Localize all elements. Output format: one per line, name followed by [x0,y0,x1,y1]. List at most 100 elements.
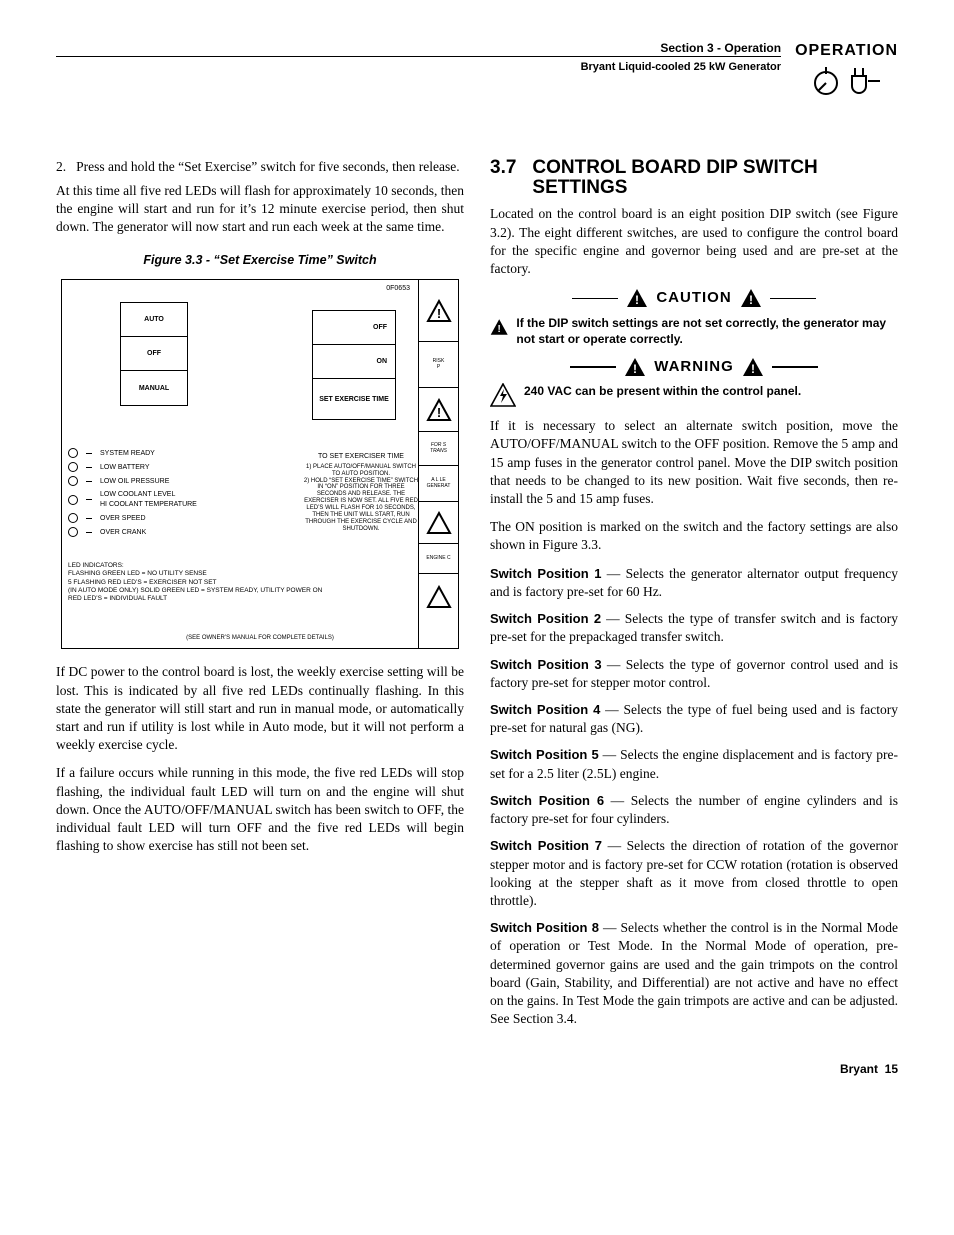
page-footer: Bryant 15 [56,1061,898,1077]
warning-text: 240 VAC can be present within the contro… [524,383,801,399]
control-panel-figure: 0F0653 AUTO OFF MANUAL OFF ON SET EXERCI… [61,279,459,649]
panel-part-number: 0F0653 [386,284,410,293]
page-header: Section 3 - Operation Bryant Liquid-cool… [56,40,898,98]
warning-triangle-icon: ! [626,288,648,308]
warning-bar: ! WARNING ! [490,357,898,377]
panel-right-strip: ! RISK P ! FOR S TRANS A L LE GENERAT EN… [418,280,458,648]
switch-box-2: OFF ON SET EXERCISE TIME [312,310,396,420]
two-column-body: 2. Press and hold the “Set Exercise” swi… [56,158,898,1038]
switch-on: ON [313,345,395,379]
svg-text:!: ! [436,306,440,321]
warning-line [570,366,616,367]
auto-off-manual-switch: AUTO OFF MANUAL [120,302,188,406]
led-circle-icon [68,476,78,486]
warning-triangle-icon: ! [490,315,508,339]
switch-pos-3: Switch Position 3 — Selects the type of … [490,656,898,692]
on-position-para: The ON position is marked on the switch … [490,518,898,554]
switch-auto: AUTO [121,303,187,337]
left-para-3: If a failure occurs while running in thi… [56,764,464,855]
led-ind-title: LED INDICATORS: [68,562,322,570]
left-para-1: At this time all five red LEDs will flas… [56,182,464,237]
switch-off-2: OFF [313,311,395,345]
owners-manual-note: (SEE OWNER’S MANUAL FOR COMPLETE DETAILS… [62,634,458,642]
caution-bar: ! CAUTION ! [490,288,898,308]
svg-text:!: ! [498,323,501,334]
led-circle-icon [68,462,78,472]
step-2: 2. Press and hold the “Set Exercise” swi… [56,158,464,176]
intro-para: Located on the control board is an eight… [490,205,898,278]
header-subtitle: Bryant Liquid-cooled 25 kW Generator [56,60,781,75]
led-circle-icon [68,448,78,458]
panel-right-box-6: ENGINE C [419,544,458,574]
switch-pos-5: Switch Position 5 — Selects the engine d… [490,746,898,782]
led-ind-lines: FLASHING GREEN LED = NO UTILITY SENSE 5 … [68,570,322,603]
led-indicators-block: LED INDICATORS: FLASHING GREEN LED = NO … [68,562,322,603]
led-over-speed: OVER SPEED [68,513,197,523]
warning-word: WARNING [654,357,734,377]
warning-triangle-icon: ! [426,398,452,422]
caution-row: ! If the DIP switch settings are not set… [490,315,898,347]
switch-pos-7: Switch Position 7 — Selects the directio… [490,837,898,910]
svg-text:!: ! [633,362,637,376]
warning-triangle-icon [426,585,452,609]
switch-pos-8: Switch Position 8 — Selects whether the … [490,919,898,1028]
switch-pos-6: Switch Position 6 — Selects the number o… [490,792,898,828]
led-coolant-split: LOW COOLANT LEVELHI COOLANT TEMPERATURE [68,490,197,509]
footer-brand: Bryant [840,1062,878,1076]
panel-right-box-5 [419,502,458,544]
panel-right-box-3: FOR S TRANS [419,432,458,466]
svg-text:!: ! [635,293,639,307]
operation-label: OPERATION [795,40,898,62]
warning-triangle-icon: ! [740,288,762,308]
left-column: 2. Press and hold the “Set Exercise” swi… [56,158,464,1038]
step-2-text: Press and hold the “Set Exercise” switch… [76,158,460,176]
caution-text: If the DIP switch settings are not set c… [516,315,898,347]
header-text-block: Section 3 - Operation Bryant Liquid-cool… [56,40,781,75]
led-circle-icon [68,527,78,537]
warning-triangle-icon [426,511,452,535]
shock-triangle-icon [490,383,516,407]
switch-set-exercise: SET EXERCISE TIME [313,379,395,419]
panel-right-box-4: A L LE GENERAT [419,466,458,502]
exerciser-title: TO SET EXERCISER TIME [302,452,420,461]
caution-word: CAUTION [656,288,731,308]
header-rule [56,56,781,57]
exercise-time-switch: OFF ON SET EXERCISE TIME [312,310,396,420]
operation-block: OPERATION [795,40,898,98]
svg-text:!: ! [749,293,753,307]
gauge-plug-icon [808,64,886,98]
caution-line [770,298,816,299]
left-para-2: If DC power to the control board is lost… [56,663,464,754]
panel-right-box-2: ! [419,388,458,432]
panel-right-box-1: RISK P [419,342,458,388]
footer-page: 15 [885,1062,898,1076]
panel-right-box-7 [419,574,458,620]
warning-triangle-icon: ! [426,299,452,323]
switch-pos-2: Switch Position 2 — Selects the type of … [490,610,898,646]
section-title: CONTROL BOARD DIP SWITCH SETTINGS [532,158,898,200]
led-list: SYSTEM READY LOW BATTERY LOW OIL PRESSUR… [68,448,197,541]
led-over-crank: OVER CRANK [68,527,197,537]
warning-row: 240 VAC can be present within the contro… [490,383,898,407]
switch-manual: MANUAL [121,371,187,405]
section-3-7-heading: 3.7 CONTROL BOARD DIP SWITCH SETTINGS [490,158,898,200]
step-2-number: 2. [56,158,66,176]
caution-line [572,298,618,299]
led-circle-icon [68,495,78,505]
led-circle-icon [68,513,78,523]
exerciser-instructions: TO SET EXERCISER TIME 1) PLACE AUTO/OFF/… [302,452,420,532]
switch-pos-1: Switch Position 1 — Selects the generato… [490,565,898,601]
panel-right-box-0: ! [419,280,458,342]
after-warning-para: If it is necessary to select an alternat… [490,417,898,508]
section-number: 3.7 [490,158,516,200]
switch-box-1: AUTO OFF MANUAL [120,302,188,406]
switch-off: OFF [121,337,187,371]
svg-text:!: ! [751,362,755,376]
section-label: Section 3 - Operation [56,40,781,56]
warning-triangle-icon: ! [742,357,764,377]
right-column: 3.7 CONTROL BOARD DIP SWITCH SETTINGS Lo… [490,158,898,1038]
led-low-battery: LOW BATTERY [68,462,197,472]
led-system-ready: SYSTEM READY [68,448,197,458]
warning-triangle-icon: ! [624,357,646,377]
warning-line [772,366,818,367]
